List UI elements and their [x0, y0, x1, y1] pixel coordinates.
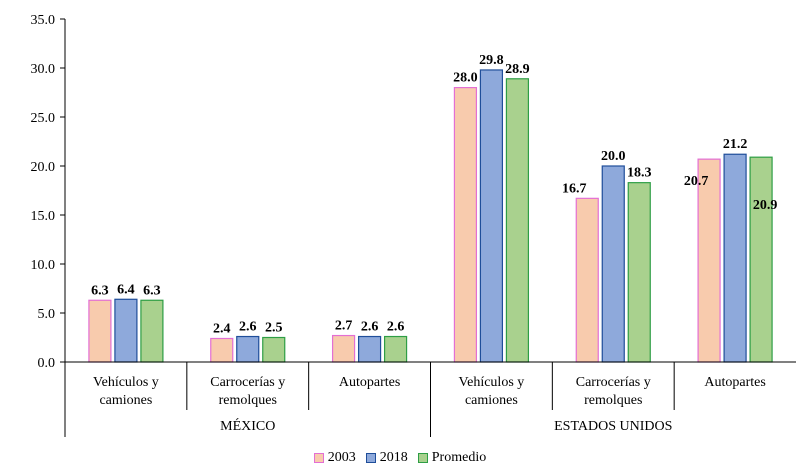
category-label: Vehículos y [93, 375, 159, 390]
data-label: 20.0 [601, 149, 626, 164]
group-label: MÉXICO [220, 417, 275, 434]
bar-2003 [210, 337, 234, 363]
legend-swatch [365, 453, 376, 463]
legend-label: 2003 [327, 450, 356, 465]
legend-item-2003: 2003 [313, 449, 356, 467]
bar-2018 [357, 335, 382, 363]
bar-promedio [505, 78, 530, 363]
data-label: 6.3 [143, 283, 161, 298]
data-label: 6.4 [117, 282, 135, 297]
bar-chart: 0.05.010.015.020.025.030.035.0 6.3 6.4 6.3… [31, 13, 796, 437]
legend-label: 2018 [379, 450, 408, 465]
bar-promedio [262, 336, 286, 363]
category-label: camiones [99, 393, 152, 408]
bar-2003 [697, 158, 721, 363]
data-label: 20.9 [753, 198, 778, 213]
legend-swatch [313, 453, 324, 463]
data-label: 18.3 [627, 166, 652, 181]
category-label: Autopartes [339, 375, 400, 390]
bars [88, 69, 773, 363]
bar-2003 [453, 86, 478, 363]
legend-item-2018: 2018 [365, 449, 408, 467]
data-label: 28.9 [505, 62, 530, 77]
category-label: Autopartes [704, 375, 765, 390]
bar-2018 [601, 165, 625, 363]
bar-2003 [575, 197, 599, 363]
legend-item-promedio: Promedio [417, 449, 487, 467]
data-label: 2.5 [265, 321, 283, 336]
legend-label: Promedio [431, 450, 487, 465]
y-tick-label: 30.0 [31, 62, 56, 77]
data-label: 28.0 [453, 71, 478, 86]
y-tick-label: 25.0 [31, 111, 56, 126]
bar-2018 [114, 298, 138, 363]
data-label: 2.6 [239, 320, 257, 335]
data-label: 2.7 [335, 319, 353, 334]
bar-2018 [723, 153, 747, 363]
category-label: Carrocerías y [210, 375, 285, 390]
data-label: 20.7 [684, 174, 709, 189]
category-label: Vehículos y [459, 375, 525, 390]
bar-promedio [749, 156, 773, 363]
y-tick-label: 20.0 [31, 160, 56, 175]
data-label: 29.8 [479, 53, 504, 68]
data-label: 2.6 [387, 320, 405, 335]
data-label: 2.6 [361, 320, 379, 335]
data-label: 16.7 [562, 181, 587, 196]
data-label: 2.4 [213, 321, 231, 336]
bar-2018 [479, 69, 504, 363]
x-axis: Vehículos y camiones Carrocerías y remolque… [64, 361, 796, 437]
data-label: 6.3 [91, 283, 109, 298]
bar-promedio [140, 299, 164, 363]
legend-swatch [417, 453, 428, 463]
bar-2003 [331, 334, 356, 363]
y-tick-label: 10.0 [31, 258, 56, 273]
data-label: 21.2 [723, 137, 748, 152]
bar-2018 [236, 335, 260, 363]
category-label: remolques [584, 393, 642, 408]
category-label: camiones [465, 393, 518, 408]
category-label: remolques [219, 393, 277, 408]
y-tick-label: 0.0 [38, 356, 56, 371]
y-tick-label: 35.0 [31, 13, 56, 28]
y-tick-label: 5.0 [38, 307, 56, 322]
bar-2003 [88, 299, 112, 363]
bar-promedio [383, 335, 408, 363]
legend: 2003 2018 Promedio [0, 449, 800, 469]
group-label: ESTADOS UNIDOS [554, 419, 672, 434]
y-tick-label: 15.0 [31, 209, 56, 224]
y-axis: 0.0 5.0 10.0 15.0 20.0 25.0 30.0 35.0 [31, 13, 66, 371]
data-labels: 6.3 6.4 6.3 2.4 2.6 2.5 2.7 2.6 2.6 28.029.828.9 1… [91, 53, 777, 337]
bar-promedio [627, 182, 651, 363]
category-label: Carrocerías y [576, 375, 651, 390]
